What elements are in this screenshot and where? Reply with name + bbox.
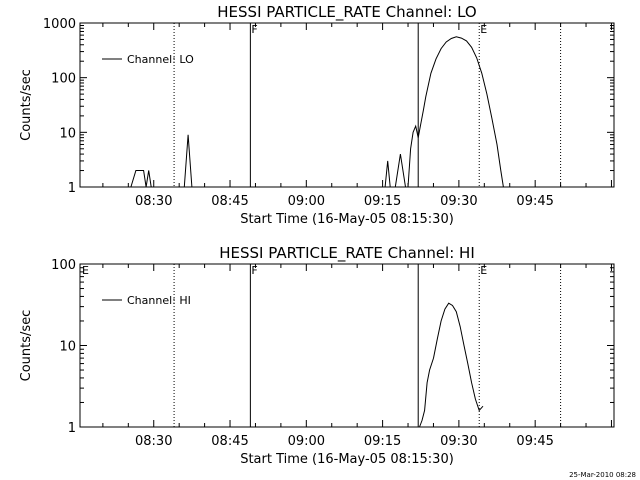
x-tick-label: 09:00 xyxy=(288,194,325,209)
data-line-segment xyxy=(419,302,484,428)
x-tick-label: 09:15 xyxy=(364,434,401,449)
chart-title: HESSI PARTICLE_RATE Channel: HI xyxy=(219,244,475,263)
plot-frame xyxy=(79,263,615,428)
marker-label: E xyxy=(480,23,487,36)
marker-label: E xyxy=(480,264,487,277)
legend-label: Channel: HI xyxy=(127,294,191,307)
x-tick-label: 09:30 xyxy=(440,194,477,209)
x-tick-label: 08:30 xyxy=(135,194,172,209)
chart-title: HESSI PARTICLE_RATE Channel: LO xyxy=(217,3,476,22)
plot-frame xyxy=(79,22,615,188)
x-tick-label: 09:45 xyxy=(516,194,553,209)
x-tick-label: 09:45 xyxy=(516,434,553,449)
x-tick-label: 08:45 xyxy=(211,194,248,209)
x-tick-label: 09:30 xyxy=(440,434,477,449)
lo-channel-plot: HESSI PARTICLE_RATE Channel: LO Start Tim… xyxy=(19,3,615,227)
x-tick-label: 08:30 xyxy=(135,434,172,449)
legend-label: Channel: LO xyxy=(127,53,194,66)
data-line-segment xyxy=(407,36,504,188)
hi-channel-plot: HESSI PARTICLE_RATE Channel: HI Start Tim… xyxy=(19,244,615,467)
x-tick-label: 09:00 xyxy=(288,434,325,449)
y-axis-label: Counts/sec xyxy=(19,69,34,141)
y-tick-label: 1 xyxy=(68,421,76,436)
x-axis-label: Start Time (16-May-05 08:15:30) xyxy=(240,452,454,467)
x-tick-label: 09:15 xyxy=(364,194,401,209)
y-tick-label: 100 xyxy=(51,72,76,87)
y-tick-label: 10 xyxy=(59,126,76,141)
y-tick-label: 100 xyxy=(51,258,76,273)
footer-timestamp: 25-Mar-2010 08:28 xyxy=(569,471,636,479)
data-line-segment xyxy=(183,134,193,188)
y-tick-label: 1000 xyxy=(43,17,76,32)
data-line-segment xyxy=(394,154,406,188)
y-axis-label: Counts/sec xyxy=(19,310,34,382)
marker-label: F xyxy=(251,23,257,36)
x-axis-label: Start Time (16-May-05 08:15:30) xyxy=(240,212,454,227)
x-tick-label: 08:45 xyxy=(211,434,248,449)
data-line-segment xyxy=(384,160,391,188)
marker-label: F xyxy=(251,264,257,277)
corner-label: E xyxy=(82,264,89,277)
y-tick-label: 1 xyxy=(68,181,76,196)
y-tick-label: 10 xyxy=(59,340,76,355)
data-line-segment xyxy=(130,170,152,188)
